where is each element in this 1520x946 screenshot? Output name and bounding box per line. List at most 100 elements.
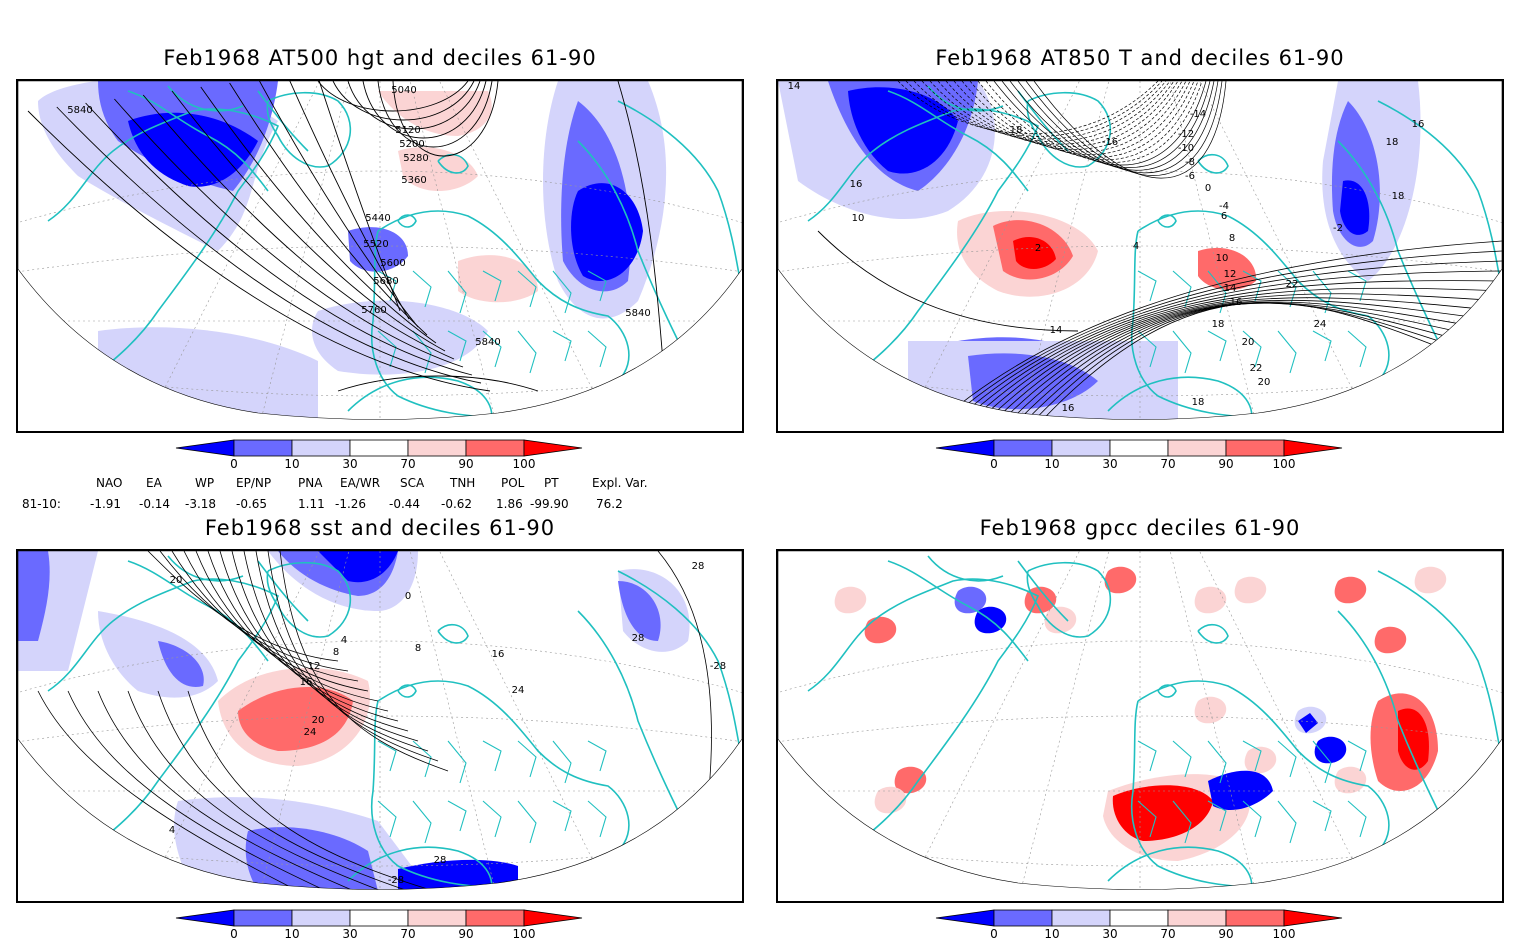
contour-label: 12 <box>308 661 321 672</box>
contour-line <box>37 690 319 890</box>
country-border <box>517 330 537 374</box>
contour-label: 5440 <box>365 213 390 224</box>
contour-line <box>975 293 1502 420</box>
contour-line <box>929 81 1175 145</box>
contour-label: 5120 <box>395 125 420 136</box>
colorbar-p1: 0 10 30 70 90 100 <box>170 438 590 476</box>
contour-line <box>114 98 464 368</box>
index-header-pna: PNA <box>298 476 323 490</box>
colorbar-segment <box>1167 439 1227 457</box>
contour-line <box>183 551 369 692</box>
country-border <box>377 800 397 838</box>
graticule-line <box>1139 81 1379 420</box>
contour-label: 22 <box>1250 363 1263 374</box>
country-border <box>412 270 432 308</box>
contour-line <box>332 81 475 121</box>
precip-decile-patch <box>834 586 867 614</box>
index-value-pt: -99.90 <box>530 497 569 511</box>
contour-line <box>142 94 455 360</box>
decile-shading <box>378 91 492 136</box>
colorbar-segment <box>407 909 467 927</box>
contour-label: 16 <box>492 649 505 660</box>
country-border <box>1242 330 1262 368</box>
decile-shading <box>848 87 958 174</box>
colorbar-tick-label: 10 <box>284 927 299 941</box>
contour-label: 20 <box>312 715 325 726</box>
decile-shading <box>348 227 408 272</box>
contour-label: -8 <box>1185 157 1195 168</box>
graticule-line <box>1139 551 1379 890</box>
contour-line <box>67 690 349 890</box>
contour-label: 4 <box>169 825 175 836</box>
coastline-islands <box>1157 153 1229 228</box>
precip-decile-patch <box>1044 606 1077 634</box>
precip-decile-patch <box>894 766 927 794</box>
country-border <box>1277 740 1297 778</box>
contour-label: 16 <box>300 677 313 688</box>
contour-line <box>1017 81 1219 174</box>
colorbar-tick-label: 0 <box>230 457 238 471</box>
contour-label: 22 <box>1286 279 1299 290</box>
graticule-line <box>18 170 742 242</box>
contour-label: 5520 <box>363 239 388 250</box>
contour-label: 24 <box>304 727 317 738</box>
country-border <box>377 330 397 368</box>
colorbar-segment <box>349 909 409 927</box>
map-boundary <box>18 551 742 890</box>
country-border <box>447 330 467 362</box>
coastline-greenland <box>1026 561 1112 638</box>
contour-line <box>219 551 399 722</box>
contour-label: 24 <box>1314 319 1327 330</box>
contour-line <box>657 551 712 802</box>
colorbar-segment <box>1051 909 1111 927</box>
map-panel-sst: 20 0 4 8 12 16 20 24 28 28 -28 4 8 16 24 28 -28 <box>16 549 744 903</box>
colorbar-p4: 0 10 30 70 90 100 <box>930 908 1350 946</box>
colorbar-segment <box>993 439 1053 457</box>
coastline-africa <box>347 846 493 890</box>
colorbar-tick-label: 0 <box>990 927 998 941</box>
contour-line <box>207 551 389 712</box>
contour-line <box>897 81 1159 135</box>
decile-shading <box>158 641 204 687</box>
decile-shading <box>618 581 661 641</box>
country-border <box>1277 800 1297 844</box>
country-border <box>552 740 572 784</box>
country-border <box>587 270 607 302</box>
colorbar-tick-label: 10 <box>284 457 299 471</box>
contour-label: 10 <box>852 213 865 224</box>
contour-label: 5200 <box>399 139 424 150</box>
colorbar-segment <box>175 439 235 457</box>
index-value-pna: 1.11 <box>298 497 325 511</box>
index-header-expl-var: Expl. Var. <box>592 476 648 490</box>
colorbar-segment <box>993 909 1053 927</box>
contour-line <box>913 81 1167 140</box>
country-border <box>482 740 502 772</box>
country-border <box>1312 270 1332 314</box>
contour-label: 5600 <box>380 258 405 269</box>
contour-line <box>1001 81 1211 168</box>
colorbar-tick-label: 10 <box>1044 927 1059 941</box>
contour-line <box>959 280 1502 420</box>
colorbar-tick-label: 90 <box>458 457 473 471</box>
graticule-line <box>778 170 1502 242</box>
country-border <box>517 270 537 308</box>
decile-shading <box>1112 785 1213 841</box>
contour-label: 5840 <box>475 337 500 348</box>
contour-label: -12 <box>1178 129 1194 140</box>
contour-label: 5760 <box>361 305 386 316</box>
coastline-america <box>807 108 1040 382</box>
country-border <box>1312 800 1332 832</box>
country-border <box>447 270 467 314</box>
contour-line <box>969 81 1195 158</box>
contour-label: -4 <box>1219 201 1229 212</box>
contour-line <box>157 690 439 890</box>
contour-line <box>991 299 1502 420</box>
decile-shading <box>398 859 518 890</box>
map-panel-at850-t: 14 -14 -12 -10 -8 -6 -16 18 16 16 18 10 2 4 6 8 10 12 14 16… <box>776 79 1504 433</box>
country-border <box>1312 740 1332 784</box>
colorbar-segment <box>465 909 525 927</box>
index-value-nao: -1.91 <box>90 497 122 511</box>
contour-line <box>286 81 410 320</box>
colorbar-tick-label: 100 <box>513 457 536 471</box>
decile-shading <box>312 300 488 375</box>
